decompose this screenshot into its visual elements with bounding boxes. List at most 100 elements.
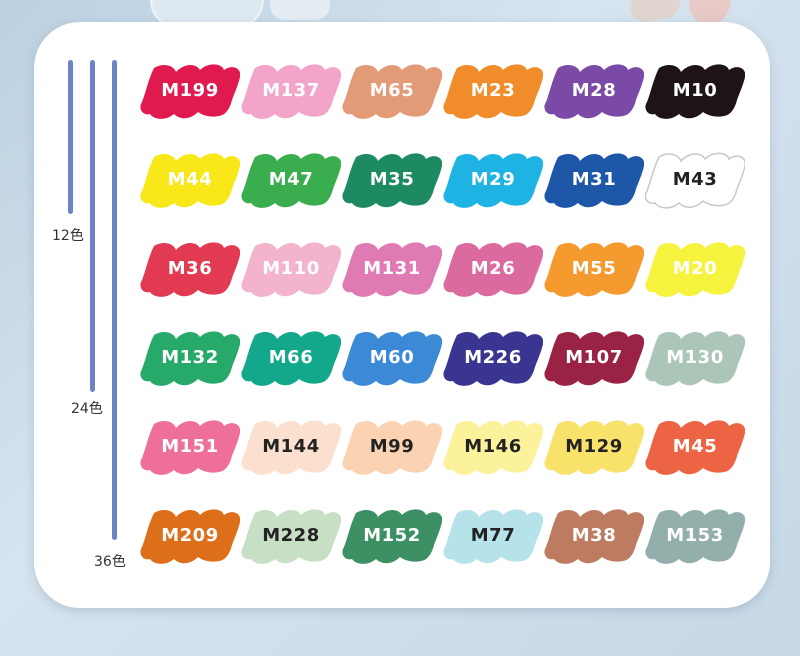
swatch-stroke-shape xyxy=(140,331,240,386)
swatch-stroke-shape xyxy=(443,331,543,386)
color-swatch: M110 xyxy=(241,238,341,300)
color-swatch: M99 xyxy=(342,416,442,478)
color-swatch: M209 xyxy=(140,505,240,567)
swatch-code: M36 xyxy=(167,258,213,279)
swatch-code: M132 xyxy=(161,347,219,368)
swatch-fill xyxy=(241,64,341,119)
swatch-stroke-shape xyxy=(645,331,745,386)
color-swatch: M45 xyxy=(645,416,745,478)
swatch-fill xyxy=(140,420,240,475)
swatch-stroke-shape xyxy=(443,153,543,208)
swatch-stroke-shape xyxy=(241,420,341,475)
color-swatch: M66 xyxy=(241,327,341,389)
swatch-fill xyxy=(342,153,442,208)
swatch-stroke-shape xyxy=(140,153,240,208)
swatch-fill xyxy=(645,242,745,297)
group-label-12: 12色 xyxy=(52,228,84,244)
swatch-stroke-shape xyxy=(342,64,442,119)
swatch-stroke-shape xyxy=(241,64,341,119)
swatch-code: M60 xyxy=(369,347,415,368)
color-swatch: M31 xyxy=(544,149,644,211)
color-swatch: M26 xyxy=(443,238,543,300)
swatch-stroke-shape xyxy=(342,153,442,208)
swatch-fill xyxy=(645,509,745,564)
swatch-stroke-shape xyxy=(645,509,745,564)
group-label-24: 24色 xyxy=(71,401,103,417)
swatch-code: M31 xyxy=(571,169,617,190)
swatch-fill xyxy=(645,420,745,475)
swatch-code: M38 xyxy=(571,525,617,546)
swatch-stroke-shape xyxy=(645,152,745,209)
color-swatch: M199 xyxy=(140,60,240,122)
swatch-code: M107 xyxy=(565,347,623,368)
swatch-stroke-shape xyxy=(443,242,543,297)
swatch-code: M65 xyxy=(369,80,415,101)
swatch-stroke-shape xyxy=(342,331,442,386)
swatch-code: M66 xyxy=(268,347,314,368)
swatch-fill xyxy=(443,509,543,564)
swatch-stroke-shape xyxy=(342,242,442,297)
swatch-fill xyxy=(443,64,543,119)
swatch-code: M209 xyxy=(161,525,219,546)
swatch-code: M20 xyxy=(672,258,718,279)
swatch-fill xyxy=(342,64,442,119)
swatch-fill xyxy=(140,153,240,208)
swatch-code: M153 xyxy=(666,525,724,546)
swatch-fill xyxy=(645,152,745,209)
swatch-fill xyxy=(241,153,341,208)
color-swatch: M55 xyxy=(544,238,644,300)
swatch-fill xyxy=(443,242,543,297)
color-swatch: M38 xyxy=(544,505,644,567)
swatch-code: M130 xyxy=(666,347,724,368)
swatch-stroke-shape xyxy=(241,509,341,564)
swatch-code: M199 xyxy=(161,80,219,101)
color-swatch: M23 xyxy=(443,60,543,122)
swatch-stroke-shape xyxy=(241,153,341,208)
background-decoration xyxy=(627,0,683,25)
swatch-code: M77 xyxy=(470,525,516,546)
color-swatch: M20 xyxy=(645,238,745,300)
swatch-stroke-shape xyxy=(645,64,745,119)
swatch-stroke-shape xyxy=(140,64,240,119)
swatch-code: M29 xyxy=(470,169,516,190)
swatch-stroke-shape xyxy=(544,64,644,119)
color-swatch: M137 xyxy=(241,60,341,122)
swatch-fill xyxy=(544,242,644,297)
swatch-stroke-shape xyxy=(645,420,745,475)
swatch-stroke-shape xyxy=(342,420,442,475)
swatch-stroke-shape xyxy=(544,420,644,475)
swatch-code: M226 xyxy=(464,347,522,368)
swatch-fill xyxy=(544,64,644,119)
swatch-code: M43 xyxy=(672,169,718,190)
swatch-fill xyxy=(544,331,644,386)
swatch-code: M28 xyxy=(571,80,617,101)
swatch-stroke-shape xyxy=(140,242,240,297)
swatch-fill xyxy=(443,331,543,386)
swatch-fill xyxy=(140,509,240,564)
swatch-stroke-shape xyxy=(443,509,543,564)
swatch-code: M55 xyxy=(571,258,617,279)
swatch-code: M99 xyxy=(369,436,415,457)
color-swatch: M28 xyxy=(544,60,644,122)
swatch-fill xyxy=(342,242,442,297)
swatch-fill xyxy=(342,509,442,564)
swatch-code: M129 xyxy=(565,436,623,457)
color-swatch: M129 xyxy=(544,416,644,478)
color-swatch: M130 xyxy=(645,327,745,389)
swatch-code: M23 xyxy=(470,80,516,101)
color-swatch: M77 xyxy=(443,505,543,567)
swatch-code: M131 xyxy=(363,258,421,279)
group-24-bar xyxy=(90,60,95,392)
swatch-fill xyxy=(241,509,341,564)
swatch-stroke-shape xyxy=(140,509,240,564)
swatch-code: M44 xyxy=(167,169,213,190)
swatch-fill xyxy=(241,331,341,386)
group-36-bar xyxy=(112,60,117,540)
swatch-fill xyxy=(544,509,644,564)
color-swatch: M36 xyxy=(140,238,240,300)
color-swatch: M10 xyxy=(645,60,745,122)
color-swatch: M44 xyxy=(140,149,240,211)
swatch-code: M151 xyxy=(161,436,219,457)
swatch-stroke-shape xyxy=(544,242,644,297)
swatch-fill xyxy=(544,420,644,475)
